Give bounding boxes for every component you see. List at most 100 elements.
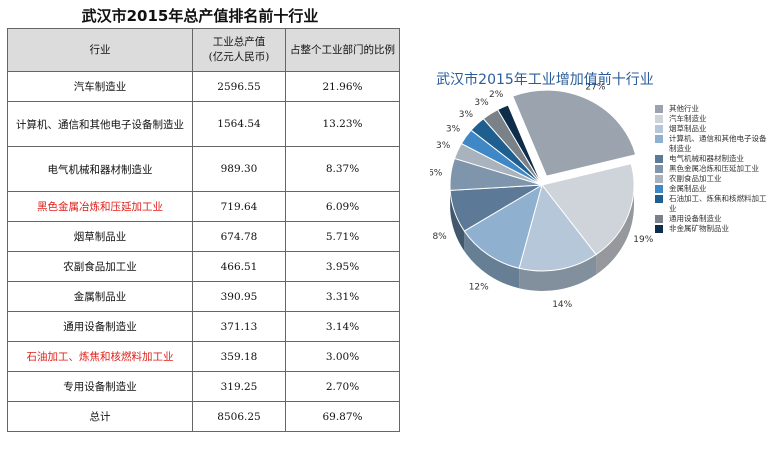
legend-label: 黑色金属冶炼和压延加工业 <box>669 164 759 173</box>
table-row: 专用设备制造业 319.25 2.70% <box>7 371 400 402</box>
output-cell: 359.18 <box>192 341 286 372</box>
table-row: 烟草制品业 674.78 5.71% <box>7 221 400 252</box>
industry-cell: 专用设备制造业 <box>7 371 193 402</box>
pie-slice <box>463 183 543 269</box>
pie-slice-label: 6% <box>430 168 443 178</box>
legend-swatch <box>655 165 663 173</box>
legend-item: 农副食品加工业 <box>652 174 768 184</box>
chart-legend: 其他行业 汽车制造业 烟草制品业 计算机、通信和其他电子设备制造业 电气机械和器材制造业… <box>652 104 768 234</box>
pie-slice <box>541 163 635 256</box>
table-row: 计算机、通信和其他电子设备制造业 1564.54 13.23% <box>7 101 400 147</box>
legend-swatch <box>655 225 663 233</box>
pie-slice-label: 27% <box>585 82 605 92</box>
legend-label: 其他行业 <box>669 104 699 113</box>
pie-slice-label: 3% <box>474 98 489 108</box>
pie-slice-label: 2% <box>489 90 504 100</box>
industry-cell: 总计 <box>7 401 193 432</box>
share-cell: 3.00% <box>285 341 400 372</box>
legend-item: 烟草制品业 <box>652 124 768 134</box>
legend-label: 金属制品业 <box>669 184 707 193</box>
legend-item: 通用设备制造业 <box>652 214 768 224</box>
pie-slice-label: 3% <box>459 110 474 120</box>
table-title: 武汉市2015年总产值排名前十行业 <box>81 7 319 25</box>
legend-label: 电气机械和器材制造业 <box>669 154 744 163</box>
legend-item: 电气机械和器材制造业 <box>652 154 768 164</box>
pie-slice-label: 12% <box>469 282 489 292</box>
chart-title: 武汉市2015年工业增加值前十行业 <box>436 72 654 88</box>
legend-label: 汽车制造业 <box>669 114 707 123</box>
table-row: 电气机械和器材制造业 989.30 8.37% <box>7 146 400 192</box>
legend-swatch <box>655 195 663 203</box>
table-row: 通用设备制造业 371.13 3.14% <box>7 311 400 342</box>
share-cell: 21.96% <box>285 71 400 102</box>
industry-cell: 烟草制品业 <box>7 221 193 252</box>
table-row: 汽车制造业 2596.55 21.96% <box>7 71 400 102</box>
share-cell: 3.95% <box>285 251 400 282</box>
share-cell: 2.70% <box>285 371 400 402</box>
legend-item: 汽车制造业 <box>652 114 768 124</box>
table-row: 金属制品业 390.95 3.31% <box>7 281 400 312</box>
legend-label: 通用设备制造业 <box>669 214 722 223</box>
industry-cell: 金属制品业 <box>7 281 193 312</box>
table-row: 黑色金属冶炼和压延加工业 719.64 6.09% <box>7 191 400 222</box>
header-output-label: 工业总产值 (亿元人民币) <box>208 36 270 63</box>
table-header-row: 行业 工业总产值 (亿元人民币) 占整个工业部门的比例 <box>7 28 400 72</box>
pie-slice <box>512 89 637 177</box>
legend-item: 计算机、通信和其他电子设备制造业 <box>652 134 768 154</box>
header-industry: 行业 <box>7 28 193 72</box>
share-cell: 5.71% <box>285 221 400 252</box>
legend-swatch <box>655 125 663 133</box>
output-cell: 390.95 <box>192 281 286 312</box>
pie-slice-label: 3% <box>446 124 461 134</box>
pie-slice-label: 8% <box>432 232 447 242</box>
legend-item: 其他行业 <box>652 104 768 114</box>
industry-cell: 黑色金属冶炼和压延加工业 <box>7 191 193 222</box>
pie-slice-side <box>450 190 465 252</box>
output-cell: 466.51 <box>192 251 286 282</box>
pie-slice-label: 19% <box>633 235 653 245</box>
legend-label: 烟草制品业 <box>669 124 707 133</box>
share-cell: 8.37% <box>285 146 400 192</box>
pie-slice <box>496 104 543 186</box>
pie-slice-side <box>464 231 520 289</box>
industry-cell: 计算机、通信和其他电子设备制造业 <box>7 101 193 147</box>
share-cell: 69.87% <box>285 401 400 432</box>
output-cell: 719.64 <box>192 191 286 222</box>
legend-label: 非金属矿物制品业 <box>669 224 729 233</box>
industry-cell: 通用设备制造业 <box>7 311 193 342</box>
legend-swatch <box>655 155 663 163</box>
legend-item: 非金属矿物制品业 <box>652 224 768 234</box>
output-cell: 989.30 <box>192 146 286 192</box>
legend-item: 金属制品业 <box>652 184 768 194</box>
industry-table: 行业 工业总产值 (亿元人民币) 占整个工业部门的比例 汽车制造业 2596.55… <box>7 28 400 432</box>
table-row: 石油加工、炼焦和核燃料加工业 359.18 3.00% <box>7 341 400 372</box>
share-cell: 3.14% <box>285 311 400 342</box>
output-cell: 371.13 <box>192 311 286 342</box>
output-cell: 674.78 <box>192 221 286 252</box>
header-share: 占整个工业部门的比例 <box>285 28 400 72</box>
share-cell: 6.09% <box>285 191 400 222</box>
pie-slice-label: 14% <box>552 300 572 310</box>
legend-swatch <box>655 115 663 123</box>
legend-swatch <box>655 175 663 183</box>
legend-label: 石油加工、炼焦和核燃料加工业 <box>669 194 767 213</box>
pie-slice-label: 3% <box>436 141 451 151</box>
share-cell: 3.31% <box>285 281 400 312</box>
legend-item: 石油加工、炼焦和核燃料加工业 <box>652 194 768 214</box>
output-cell: 1564.54 <box>192 101 286 147</box>
legend-item: 黑色金属冶炼和压延加工业 <box>652 164 768 174</box>
pie-slice-side <box>519 254 597 291</box>
output-cell: 8506.25 <box>192 401 286 432</box>
header-output: 工业总产值 (亿元人民币) <box>192 28 286 72</box>
pie-slice-side <box>596 185 634 275</box>
table-total-row: 总计 8506.25 69.87% <box>7 401 400 432</box>
industry-cell: 电气机械和器材制造业 <box>7 146 193 192</box>
header-share-label: 占整个工业部门的比例 <box>290 43 395 56</box>
share-cell: 13.23% <box>285 101 400 147</box>
industry-cell: 汽车制造业 <box>7 71 193 102</box>
legend-swatch <box>655 105 663 113</box>
legend-swatch <box>655 185 663 193</box>
table-row: 农副食品加工业 466.51 3.95% <box>7 251 400 282</box>
pie-chart: 27%19%14%12%8%6%3%3%3%3%2% <box>430 82 654 310</box>
industry-cell: 农副食品加工业 <box>7 251 193 282</box>
